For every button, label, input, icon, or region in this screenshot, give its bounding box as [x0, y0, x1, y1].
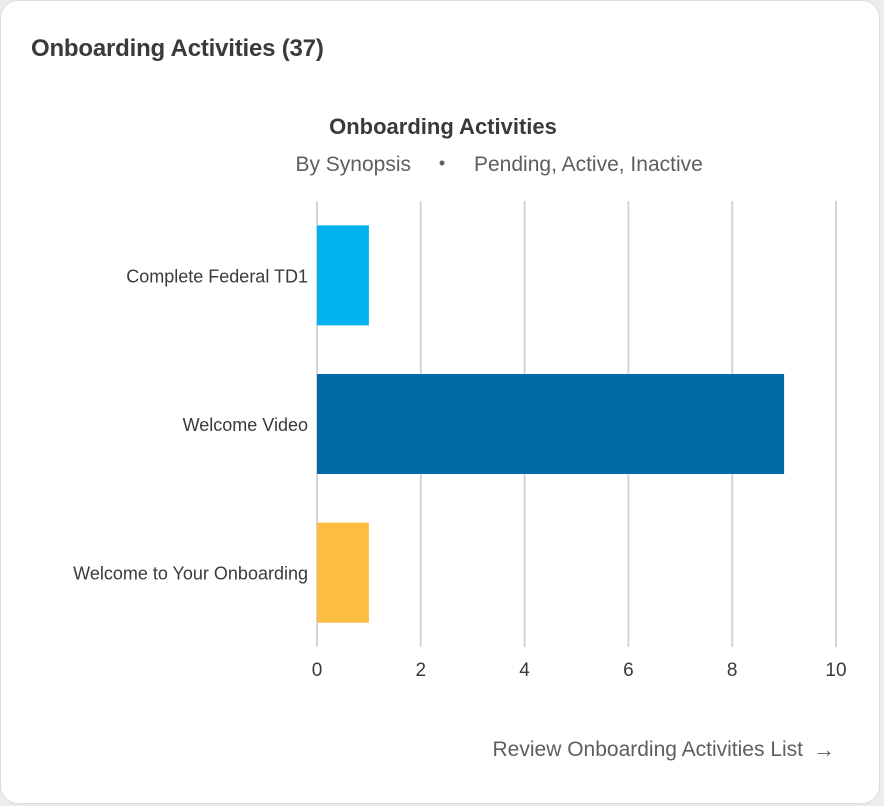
category-labels: Complete Federal TD1 Welcome Video Welcome… [73, 266, 308, 583]
chart-subtitle-separator: • [439, 153, 445, 173]
card-title: Onboarding Activities (37) [31, 35, 324, 62]
chart-subtitle-left: By Synopsis [295, 153, 411, 176]
category-label: Welcome to Your Onboarding [73, 564, 308, 584]
bar[interactable] [317, 374, 785, 474]
bar[interactable] [317, 522, 369, 623]
arrow-right-icon: → [813, 737, 835, 762]
x-tick-label: 6 [623, 660, 634, 681]
category-label: Complete Federal TD1 [126, 266, 308, 286]
x-axis-ticks: 0 2 4 6 8 10 [312, 660, 847, 681]
x-tick-label: 8 [727, 660, 738, 681]
review-link-label: Review Onboarding Activities List [492, 738, 803, 761]
chart-title: Onboarding Activities [329, 114, 557, 139]
bar[interactable] [317, 225, 369, 326]
category-label: Welcome Video [183, 415, 308, 435]
bars [317, 225, 785, 623]
x-tick-label: 0 [312, 660, 323, 681]
x-tick-label: 2 [416, 660, 427, 681]
chart-subtitle-right: Pending, Active, Inactive [474, 153, 703, 176]
review-onboarding-activities-link[interactable]: Review Onboarding Activities List → [493, 737, 835, 763]
x-tick-label: 4 [519, 660, 530, 681]
bar-chart: Onboarding Activities By Synopsis • Pend… [73, 114, 847, 681]
x-tick-label: 10 [825, 660, 846, 681]
